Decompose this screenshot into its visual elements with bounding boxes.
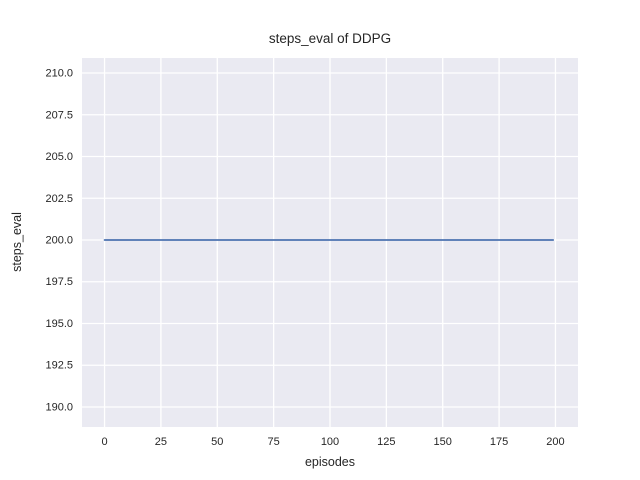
x-tick-label: 125 bbox=[377, 436, 395, 448]
y-tick-label: 190.0 bbox=[45, 401, 73, 413]
y-tick-label: 195.0 bbox=[45, 318, 73, 330]
y-tick-label: 202.5 bbox=[45, 193, 73, 205]
x-tick-label: 100 bbox=[321, 436, 339, 448]
x-tick-label: 200 bbox=[546, 436, 564, 448]
y-tick-label: 192.5 bbox=[45, 360, 73, 372]
y-tick-label: 207.5 bbox=[45, 109, 73, 121]
x-tick-label: 25 bbox=[155, 436, 167, 448]
y-tick-label: 200.0 bbox=[45, 234, 73, 246]
y-axis-label: steps_eval bbox=[10, 212, 24, 272]
x-tick-label: 175 bbox=[490, 436, 508, 448]
y-tick-label: 197.5 bbox=[45, 276, 73, 288]
y-tick-label: 205.0 bbox=[45, 151, 73, 163]
chart-title: steps_eval of DDPG bbox=[268, 31, 392, 46]
y-tick-label: 210.0 bbox=[45, 68, 73, 80]
x-tick-label: 50 bbox=[211, 436, 223, 448]
x-axis-label: episodes bbox=[304, 455, 356, 469]
x-tick-label: 0 bbox=[101, 436, 107, 448]
x-tick-label: 75 bbox=[268, 436, 280, 448]
x-tick-label: 150 bbox=[434, 436, 452, 448]
